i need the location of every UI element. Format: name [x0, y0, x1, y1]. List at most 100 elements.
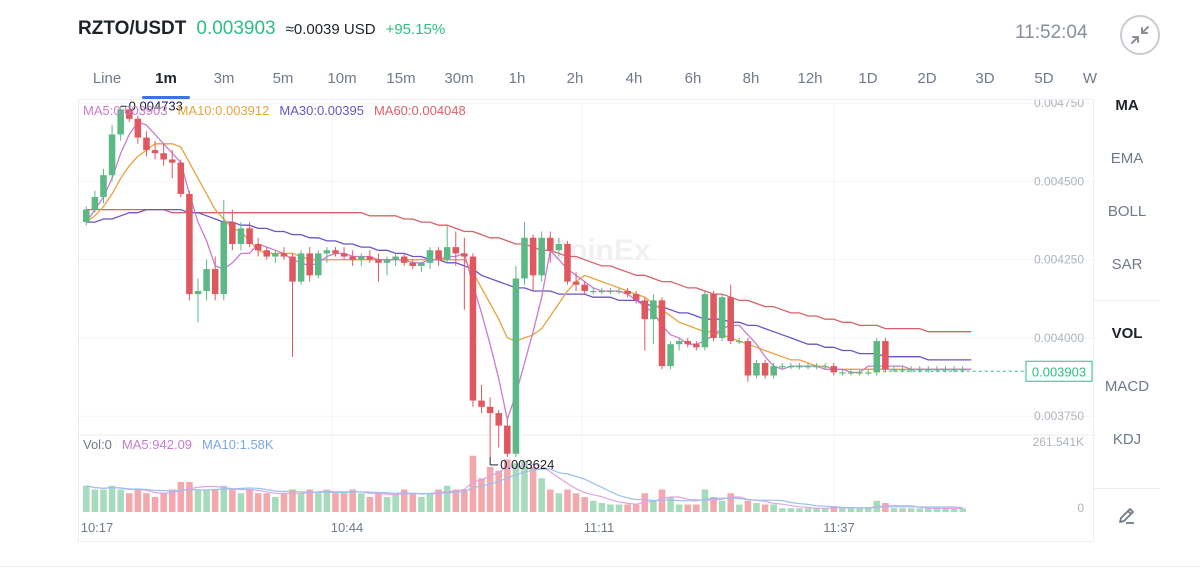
volume-bar	[933, 508, 941, 512]
candle-body	[555, 244, 563, 251]
volume-bar	[864, 508, 872, 512]
candle-body	[263, 250, 270, 257]
candle-body	[478, 400, 485, 407]
candle-body	[925, 369, 932, 371]
tab-2h[interactable]: 2h	[566, 70, 584, 87]
tab-4h[interactable]: 4h	[625, 70, 643, 87]
candle-body	[280, 253, 288, 257]
indicator-kdj[interactable]: KDJ	[1112, 431, 1142, 448]
candle-body	[942, 369, 949, 371]
candle-body	[667, 344, 674, 367]
candle-body	[804, 366, 812, 368]
volume-bar	[555, 493, 563, 512]
volume-bar	[452, 489, 460, 512]
candle-body	[237, 228, 245, 245]
chart-area[interactable]: CoinEx 0.004750 0.004500 0.004250 0.004000 0.…	[78, 100, 1095, 542]
volume-bar	[856, 508, 863, 512]
volume-bar	[108, 485, 116, 512]
timeframe-tabs: Line 1m 3m 5m 10m 15m 30m 1h 2h 4h 6h 8h 12h 1D 2D 3D 5D…	[78, 70, 1098, 100]
tab-3m[interactable]: 3m	[213, 70, 235, 87]
candle-body	[761, 362, 769, 376]
tab-10m[interactable]: 10m	[327, 70, 357, 87]
candle-body	[959, 369, 966, 371]
candle-body	[194, 290, 202, 295]
indicator-vol[interactable]: VOL	[1111, 325, 1143, 342]
candle-body	[306, 253, 313, 276]
candle-body	[246, 228, 253, 245]
candle-body	[366, 256, 374, 260]
volume-bar	[383, 497, 391, 512]
panel-divider	[1094, 300, 1160, 301]
volume-bar	[323, 489, 331, 512]
tab-1m[interactable]: 1m	[155, 70, 177, 87]
volume-bar	[899, 508, 906, 512]
tab-5m[interactable]: 5m	[272, 70, 294, 87]
volume-bar	[615, 504, 623, 512]
volume-bar	[727, 493, 734, 512]
indicator-macd[interactable]: MACD	[1104, 378, 1150, 395]
candle-body	[710, 294, 717, 338]
volume-bar	[624, 504, 631, 512]
volume-ma-line	[86, 468, 963, 509]
candle-body	[873, 341, 881, 373]
usd-value: ≈0.0039 USD	[285, 21, 376, 38]
volume-bar	[400, 489, 408, 512]
candle-body	[349, 256, 356, 260]
bottom-divider	[0, 566, 1200, 567]
tab-w[interactable]: W	[1082, 70, 1098, 87]
candle-body	[426, 250, 434, 263]
ma60-line	[86, 208, 972, 333]
candle-body	[684, 341, 692, 345]
indicator-sar[interactable]: SAR	[1111, 256, 1143, 273]
price-axis-label: 0.004000	[1034, 331, 1084, 345]
candle-body	[787, 366, 795, 368]
volume-bar	[925, 508, 932, 512]
candle-body	[125, 109, 133, 119]
candlestick-chart[interactable]: CoinEx 0.004750 0.004500 0.004250 0.004000 0.…	[79, 100, 1095, 542]
candle-body	[753, 362, 760, 376]
low-price-label: 0.003624	[500, 457, 554, 472]
tab-3d[interactable]: 3D	[975, 70, 995, 87]
high-price-label: 0.004733	[129, 100, 183, 113]
indicator-ma[interactable]: MA	[1115, 97, 1139, 114]
candle-body	[211, 269, 219, 295]
volume-bar	[375, 493, 382, 512]
volume-bar	[100, 489, 107, 512]
volume-axis-label: 261.541K	[1033, 435, 1084, 449]
tab-line[interactable]: Line	[92, 70, 122, 87]
candle-body	[186, 193, 193, 295]
indicator-ema[interactable]: EMA	[1110, 150, 1144, 167]
volume-bar	[117, 489, 124, 512]
tab-1h[interactable]: 1h	[508, 70, 526, 87]
clock-time: 11:52:04	[1015, 22, 1088, 43]
tab-15m[interactable]: 15m	[386, 70, 416, 87]
candle-body	[718, 297, 726, 338]
candle-body	[469, 256, 477, 401]
volume-bar	[160, 493, 167, 512]
candle-body	[332, 250, 339, 254]
volume-bar	[263, 493, 270, 512]
tab-2d[interactable]: 2D	[917, 70, 937, 87]
tab-1d[interactable]: 1D	[858, 70, 878, 87]
candle-body	[675, 341, 683, 345]
candle-body	[512, 278, 520, 454]
tab-6h[interactable]: 6h	[684, 70, 702, 87]
pair-name[interactable]: RZTO/USDT	[78, 18, 187, 39]
volume-bar	[512, 463, 520, 512]
tab-5d[interactable]: 5D	[1034, 70, 1054, 87]
volume-bar	[151, 497, 159, 512]
ma-legend: MA5:0.003903 MA10:0.003912 MA30:0.00395 MA6…	[83, 103, 466, 118]
tab-12h[interactable]: 12h	[797, 70, 823, 87]
collapse-button[interactable]	[1120, 15, 1160, 55]
candle-body	[581, 284, 588, 291]
volume-bar	[486, 467, 494, 512]
tab-8h[interactable]: 8h	[742, 70, 760, 87]
tab-30m[interactable]: 30m	[444, 70, 474, 87]
indicator-boll[interactable]: BOLL	[1107, 203, 1147, 220]
volume-bar	[667, 497, 674, 512]
candle-body	[435, 250, 442, 260]
volume-bar	[916, 508, 924, 512]
draw-tool-button[interactable]	[1094, 505, 1160, 529]
price-axis-label: 0.004250	[1034, 253, 1084, 267]
candle-body	[864, 372, 872, 374]
